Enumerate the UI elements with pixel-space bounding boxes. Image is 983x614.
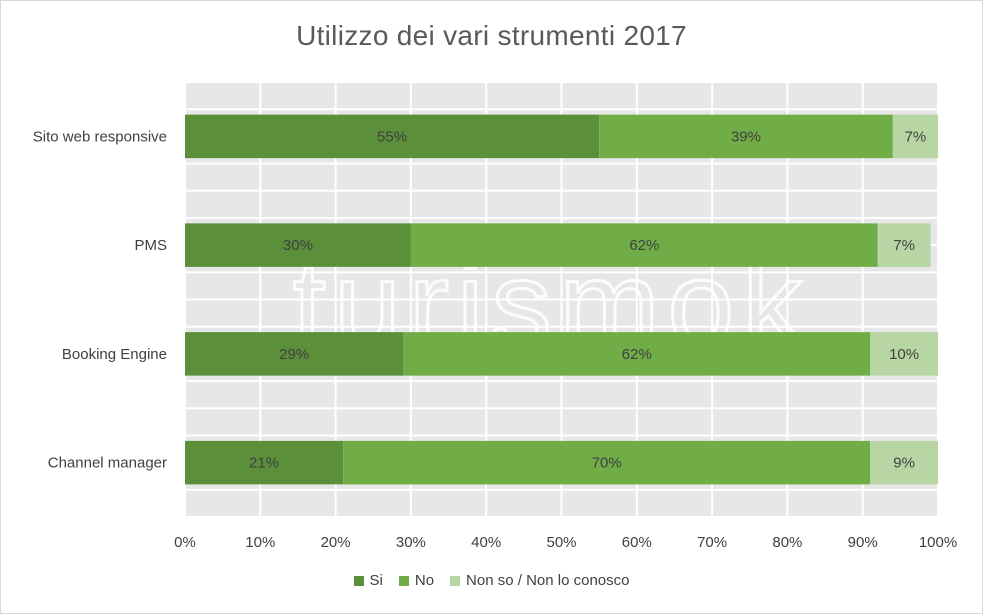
legend-swatch <box>353 575 364 586</box>
x-tick-label: 100% <box>919 534 957 551</box>
legend-label: Si <box>369 572 383 589</box>
bar-segment <box>870 332 938 376</box>
legend-swatch <box>398 575 409 586</box>
x-tick-label: 60% <box>622 534 652 551</box>
category-label: Channel manager <box>48 455 167 472</box>
data-label: 70% <box>592 455 622 472</box>
x-tick-label: 30% <box>396 534 426 551</box>
data-label: 7% <box>893 237 915 254</box>
data-label: 30% <box>283 237 313 254</box>
x-tick-label: 10% <box>245 534 275 551</box>
data-label: 62% <box>622 346 652 363</box>
data-label: 55% <box>377 128 407 145</box>
category-label: Sito web responsive <box>33 128 167 145</box>
bar-segment <box>185 440 344 485</box>
legend-label: Non so / Non lo conosco <box>466 572 630 589</box>
bar-segment <box>185 332 404 376</box>
x-tick-label: 50% <box>546 534 576 551</box>
bar-segment <box>185 223 411 267</box>
legend-label: No <box>414 572 435 589</box>
data-label: 7% <box>905 128 927 145</box>
bar-segment <box>892 114 938 159</box>
data-label: 39% <box>731 128 761 145</box>
legend-item: Non so / Non lo conosco <box>450 572 629 589</box>
bar-segment <box>599 114 893 159</box>
legend-item: Si <box>353 572 383 589</box>
chart-title: Utilizzo dei vari strumenti 2017 <box>296 20 687 51</box>
category-label: Booking Engine <box>62 346 167 363</box>
x-tick-label: 90% <box>848 534 878 551</box>
x-tick-label: 0% <box>174 534 196 551</box>
legend-swatch <box>450 575 461 586</box>
bar-segment <box>410 223 878 267</box>
bar-segment <box>403 332 871 376</box>
data-label: 21% <box>249 455 279 472</box>
legend-item: No <box>398 572 435 589</box>
data-label: 62% <box>629 237 659 254</box>
legend: Si No Non so / Non lo conosco <box>0 572 983 589</box>
x-tick-label: 70% <box>697 534 727 551</box>
bar-segment <box>185 114 600 159</box>
data-label: 10% <box>889 346 919 363</box>
x-tick-label: 40% <box>471 534 501 551</box>
data-label: 29% <box>279 346 309 363</box>
bar-segment <box>877 223 931 267</box>
category-label: PMS <box>134 237 167 254</box>
data-label: 9% <box>893 455 915 472</box>
x-tick-label: 80% <box>772 534 802 551</box>
x-tick-label: 20% <box>321 534 351 551</box>
bar-segment <box>870 440 938 485</box>
bar-segment <box>343 440 871 485</box>
